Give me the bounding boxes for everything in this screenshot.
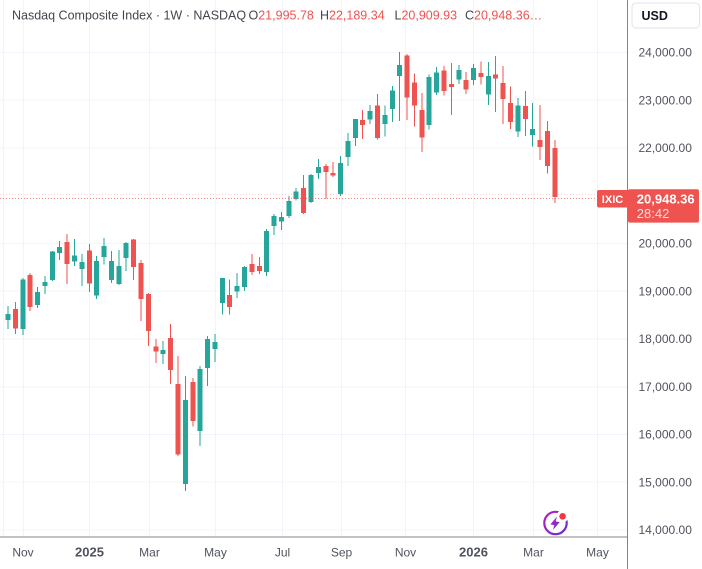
svg-text:19,000.00: 19,000.00 xyxy=(639,284,693,298)
svg-text:16,000.00: 16,000.00 xyxy=(639,428,693,442)
svg-text:Mar: Mar xyxy=(523,546,544,560)
svg-text:USD: USD xyxy=(642,9,668,23)
svg-text:23,000.00: 23,000.00 xyxy=(639,94,693,108)
svg-text:Nasdaq Composite Index · 1W ·: Nasdaq Composite Index · 1W · NASDAQ xyxy=(12,9,246,23)
svg-text:Jul: Jul xyxy=(275,546,290,560)
svg-text:Nov: Nov xyxy=(395,546,416,560)
svg-text:May: May xyxy=(204,546,227,560)
svg-text:2026: 2026 xyxy=(459,545,488,560)
svg-text:22,000.00: 22,000.00 xyxy=(639,141,693,155)
svg-text:IXIC: IXIC xyxy=(602,194,623,206)
svg-text:20,948.36: 20,948.36 xyxy=(637,192,695,207)
svg-text:28:42: 28:42 xyxy=(637,206,670,221)
svg-text:L20,909.93: L20,909.93 xyxy=(395,9,458,23)
svg-text:C20,948.36…: C20,948.36… xyxy=(465,9,542,23)
svg-text:17,000.00: 17,000.00 xyxy=(639,380,693,394)
svg-text:Sep: Sep xyxy=(331,546,353,560)
svg-text:Nov: Nov xyxy=(12,546,33,560)
svg-text:O21,995.78: O21,995.78 xyxy=(249,9,314,23)
svg-text:Mar: Mar xyxy=(139,546,160,560)
svg-text:20,000.00: 20,000.00 xyxy=(639,237,693,251)
svg-text:2025: 2025 xyxy=(75,545,104,560)
svg-text:14,000.00: 14,000.00 xyxy=(639,523,693,537)
svg-text:15,000.00: 15,000.00 xyxy=(639,475,693,489)
svg-text:May: May xyxy=(586,546,609,560)
svg-text:24,000.00: 24,000.00 xyxy=(639,46,693,60)
svg-text:H22,189.34: H22,189.34 xyxy=(320,9,385,23)
svg-text:18,000.00: 18,000.00 xyxy=(639,332,693,346)
